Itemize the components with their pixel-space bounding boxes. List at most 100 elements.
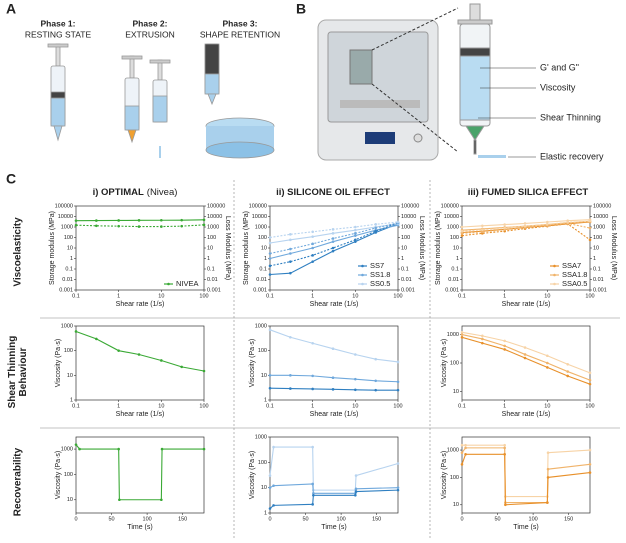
- data-point: [354, 388, 357, 392]
- x-tick-label: 0.1: [72, 403, 80, 409]
- phase-subtitle: EXTRUSION: [125, 29, 175, 39]
- x-tick-label: 100: [585, 293, 594, 299]
- y2-tick-label: 100000: [207, 203, 225, 209]
- y-axis-label: Viscosity (Pa·s): [441, 451, 448, 500]
- data-point: [311, 242, 314, 246]
- data-point: [566, 363, 569, 366]
- x-tick-label: 1: [117, 293, 120, 299]
- data-point: [503, 226, 506, 230]
- data-point: [180, 224, 183, 228]
- y-tick-label: 0.1: [451, 266, 459, 272]
- data-point: [396, 360, 400, 364]
- y-tick-label: 100: [258, 348, 267, 354]
- y2-tick-label: 100000: [593, 203, 611, 209]
- data-point: [460, 225, 464, 229]
- x-tick-label: 100: [143, 516, 152, 522]
- y-tick-label: 100: [258, 235, 267, 241]
- x-tick-label: 100: [585, 403, 594, 409]
- legend-marker: [553, 273, 556, 277]
- data-point: [289, 271, 292, 275]
- data-point: [180, 218, 183, 222]
- data-point: [160, 359, 163, 362]
- data-point: [546, 223, 549, 226]
- y2-tick-label: 0.1: [593, 266, 601, 272]
- phase-subtitle: SHAPE RETENTION: [200, 29, 280, 39]
- y2-tick-label: 0.1: [207, 266, 215, 272]
- syringe-drawings: [47, 43, 275, 159]
- data-point: [74, 223, 78, 227]
- y-tick-label: 1000: [61, 323, 73, 329]
- data-point: [354, 234, 357, 237]
- y2-tick-label: 100: [401, 235, 410, 241]
- x-tick-label: 10: [352, 293, 358, 299]
- x-tick-label: 100: [393, 403, 402, 409]
- x-tick-label: 10: [352, 403, 358, 409]
- data-point: [354, 487, 358, 491]
- data-point: [268, 507, 272, 510]
- data-point: [460, 333, 464, 336]
- row-label: Shear Thinning: [7, 336, 18, 409]
- data-point: [272, 504, 275, 507]
- column-header-bold: ii) SILICONE OIL EFFECT: [276, 187, 390, 198]
- y-tick-label: 1000: [255, 224, 267, 230]
- x-tick-label: 150: [372, 516, 381, 522]
- y-tick-label: 0.01: [448, 277, 459, 283]
- y-axis-label: Viscosity (Pa·s): [249, 339, 256, 388]
- data-point: [289, 335, 292, 339]
- data-point: [137, 219, 141, 222]
- data-point: [117, 224, 120, 228]
- data-point: [588, 448, 592, 452]
- data-point: [396, 220, 400, 224]
- data-point: [546, 354, 549, 358]
- data-point: [503, 348, 506, 351]
- data-point: [588, 463, 592, 466]
- data-point: [311, 246, 314, 250]
- phase-title: Phase 3:: [223, 18, 258, 28]
- data-point: [503, 452, 506, 456]
- y-axis-label: Storage modulus (MPa): [49, 211, 56, 285]
- phase-title: Phase 1:: [41, 18, 76, 28]
- data-point: [523, 224, 527, 228]
- data-point: [118, 498, 121, 502]
- y-tick-label: 100: [64, 348, 73, 354]
- y-tick-label: 1: [70, 397, 73, 403]
- data-point: [588, 371, 592, 375]
- x-tick-label: 150: [564, 516, 573, 522]
- data-point: [160, 447, 164, 451]
- x-tick-label: 0: [74, 516, 77, 522]
- y-tick-label: 100: [64, 472, 73, 478]
- legend-label: SS1.8: [370, 270, 390, 279]
- series-line: [461, 336, 591, 385]
- x-tick-label: 1: [311, 293, 314, 299]
- y-tick-label: 0.01: [62, 277, 73, 283]
- y-tick-label: 100000: [249, 203, 267, 209]
- x-tick-label: 10: [544, 293, 550, 299]
- annotation: G' and G": [540, 62, 579, 72]
- data-point: [374, 379, 377, 383]
- data-point: [523, 222, 527, 225]
- y-tick-label: 1000: [61, 224, 73, 230]
- y-tick-label: 0.001: [59, 287, 73, 293]
- x-axis-label: Shear rate (1/s): [310, 411, 359, 418]
- data-point: [354, 240, 357, 243]
- data-point: [74, 443, 78, 446]
- y2-tick-label: 100: [207, 235, 216, 241]
- data-point: [588, 471, 592, 474]
- x-tick-label: 100: [529, 516, 538, 522]
- data-point: [546, 501, 549, 504]
- y-axis-label: Viscosity (Pa·s): [55, 339, 62, 388]
- data-point: [523, 346, 527, 349]
- data-point: [331, 347, 335, 351]
- y2-tick-label: 0.01: [593, 277, 604, 283]
- column-header: iii) FUMED SILICA EFFECT: [468, 187, 589, 198]
- data-point: [202, 369, 206, 373]
- y-tick-label: 10: [261, 245, 267, 251]
- x-tick-label: 10: [544, 403, 550, 409]
- y-tick-label: 1: [456, 256, 459, 262]
- y-tick-label: 0.001: [445, 287, 459, 293]
- annotation: Viscosity: [540, 82, 576, 92]
- data-point: [523, 356, 527, 360]
- data-point: [311, 387, 314, 391]
- legend-label: SSA7: [562, 261, 581, 270]
- data-point: [289, 247, 292, 251]
